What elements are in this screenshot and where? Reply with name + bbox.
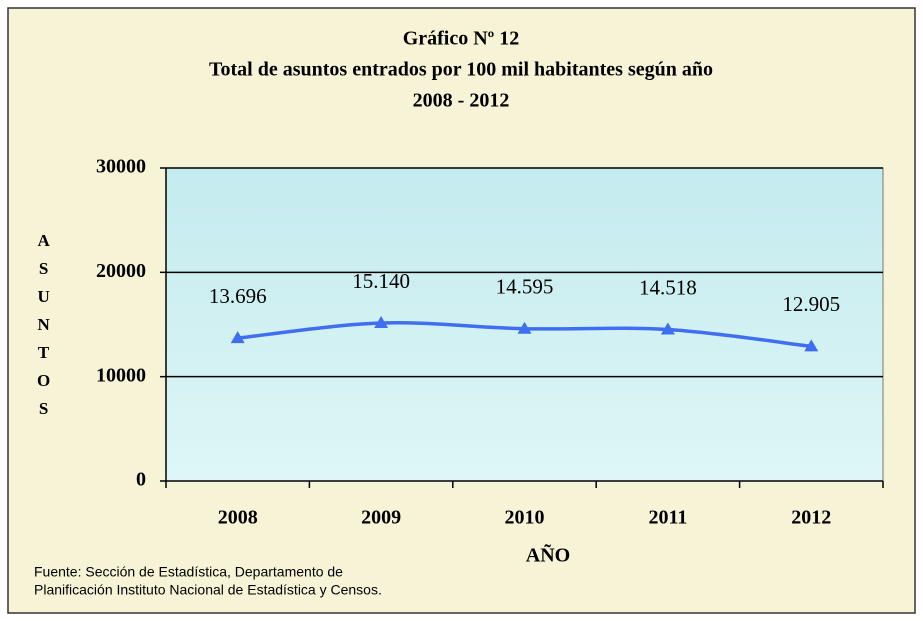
point-marker (660, 322, 675, 335)
point-marker (517, 321, 532, 334)
x-tick-label: 2009 (361, 507, 401, 529)
y-tick-label: 10000 (96, 364, 146, 386)
x-tick-label: 2010 (505, 507, 545, 529)
x-tick-label: 2011 (648, 507, 687, 529)
y-tick-label: 0 (136, 469, 146, 491)
x-tick-label: 2012 (791, 507, 831, 529)
y-tick-label: 20000 (96, 260, 146, 282)
data-label: 13.696 (209, 284, 267, 308)
x-axis-label: AÑO (526, 544, 570, 567)
source-note: Fuente: Sección de Estadística, Departam… (34, 564, 343, 580)
data-label: 12.905 (782, 292, 840, 316)
y-axis-label: ASUNTOS (34, 231, 53, 427)
data-label: 15.140 (352, 269, 410, 293)
point-marker (374, 316, 389, 329)
source-note: Planificación Instituto Nacional de Esta… (34, 582, 382, 598)
chart-title: Gráfico Nº 12 (403, 28, 520, 50)
point-marker (230, 331, 245, 344)
data-label: 14.595 (496, 275, 554, 299)
point-marker (804, 339, 819, 352)
chart-title: Total de asuntos entrados por 100 mil ha… (209, 59, 713, 81)
chart-title: 2008 - 2012 (413, 90, 510, 112)
y-tick-label: 30000 (96, 156, 146, 178)
data-label: 14.518 (639, 275, 697, 299)
x-tick-label: 2008 (218, 507, 258, 529)
